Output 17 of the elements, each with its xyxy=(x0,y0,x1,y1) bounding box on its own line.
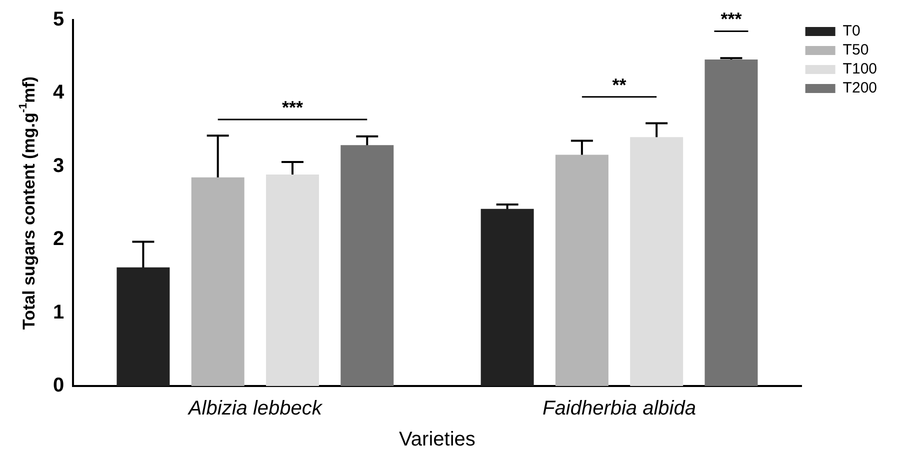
y-tick-label: 0 xyxy=(53,374,64,397)
y-tick-label: 2 xyxy=(53,228,64,250)
legend-label: T200 xyxy=(842,80,878,97)
legend-label: T50 xyxy=(842,42,869,59)
y-tick-label: 3 xyxy=(53,154,64,177)
legend-label: T100 xyxy=(842,60,878,78)
y-tick-label: 4 xyxy=(53,82,65,104)
y-tick-label: 5 xyxy=(53,8,64,31)
y-tick-label: 1 xyxy=(53,301,64,324)
x-axis-title: Varieties xyxy=(399,428,476,451)
annotation: ** xyxy=(612,74,626,95)
x-tick-label: Albizia lebbeck xyxy=(187,398,323,420)
annotation: *** xyxy=(282,98,303,118)
x-tick-label: Faidherbia albida xyxy=(542,398,696,420)
y-axis-title: Total sugars content (mg.g-1mf) xyxy=(17,76,39,330)
legend-label: T0 xyxy=(842,22,860,40)
annotation: *** xyxy=(720,9,742,30)
